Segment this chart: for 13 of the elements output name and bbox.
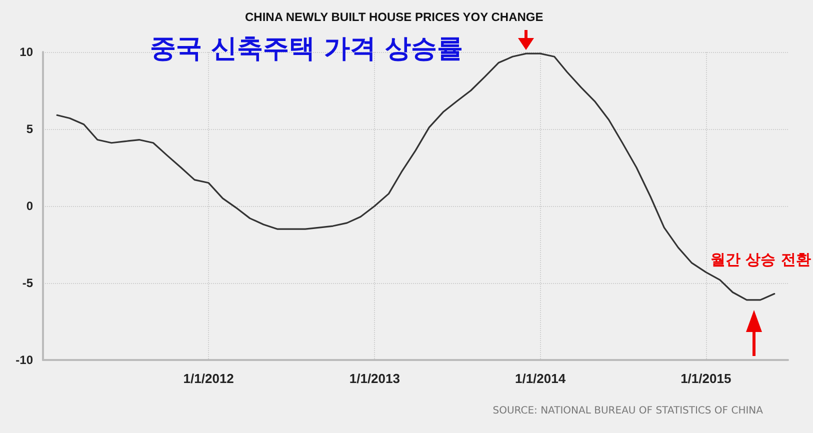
y-tick-label: 0 — [26, 199, 34, 213]
chart-title: CHINA NEWLY BUILT HOUSE PRICES YOY CHANGE — [245, 10, 544, 24]
y-tick-label: 10 — [20, 45, 34, 59]
x-tick-label: 1/1/2014 — [514, 371, 566, 386]
y-tick-label: -10 — [16, 353, 34, 367]
y-tick-label: -5 — [22, 276, 34, 290]
annotation: 월간 상승 전환 — [710, 250, 811, 268]
chart-subtitle: 중국 신축주택 가격 상승률 — [150, 34, 464, 64]
x-tick-label: 1/1/2015 — [680, 371, 732, 386]
x-tick-label: 1/1/2012 — [183, 371, 234, 386]
source-note: SOURCE: NATIONAL BUREAU OF STATISTICS OF CHINA — [492, 406, 764, 416]
x-tick-label: 1/1/2013 — [349, 371, 400, 386]
y-tick-label: 5 — [26, 122, 34, 136]
